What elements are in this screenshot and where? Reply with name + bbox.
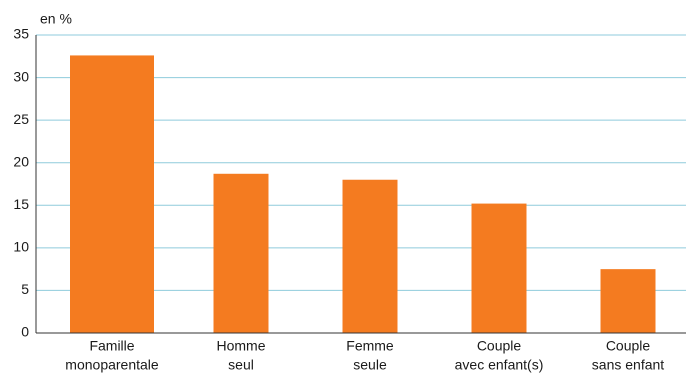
x-tick-label: Homme (216, 338, 265, 354)
y-tick-label: 0 (21, 324, 29, 340)
x-tick-label: seule (353, 357, 387, 373)
y-tick-label: 25 (13, 111, 29, 127)
bar (471, 203, 527, 333)
x-tick-label: Femme (346, 338, 394, 354)
y-tick-label: 30 (13, 68, 29, 84)
y-tick-label: 5 (21, 281, 29, 297)
x-tick-label: seul (228, 357, 254, 373)
x-tick-label: sans enfant (592, 357, 664, 373)
x-tick-label: Famille (89, 338, 134, 354)
y-axis-label: en % (40, 11, 72, 27)
x-tick-label: Couple (477, 338, 522, 354)
bar (600, 269, 656, 333)
x-tick-label: Couple (606, 338, 651, 354)
y-tick-label: 35 (13, 26, 29, 42)
x-tick-label: avec enfant(s) (455, 357, 544, 373)
bar (342, 179, 398, 333)
y-tick-label: 15 (13, 196, 29, 212)
y-tick-label: 20 (13, 153, 29, 169)
bar (70, 55, 154, 333)
x-tick-label: monoparentale (65, 357, 159, 373)
y-tick-label: 10 (13, 239, 29, 255)
bar (213, 173, 269, 333)
